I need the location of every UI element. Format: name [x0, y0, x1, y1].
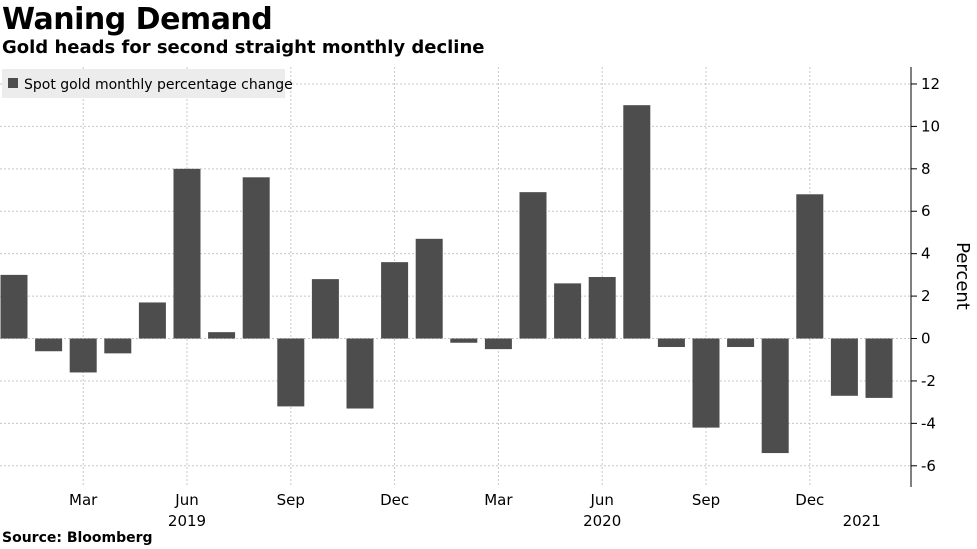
source-note: Source: Bloomberg: [2, 530, 153, 546]
bar-aug-2020: [657, 338, 685, 347]
bar-sep-2020: [692, 338, 720, 428]
bar-feb-2019: [35, 338, 63, 352]
y-tick-label: 8: [921, 160, 931, 178]
y-tick-label: -6: [921, 457, 936, 475]
x-year-label: 2019: [168, 512, 206, 530]
bar-jan-2021: [830, 338, 858, 396]
bar-jul-2019: [208, 332, 236, 339]
x-tick-label: Dec: [380, 491, 409, 509]
bar-sep-2019: [277, 338, 305, 407]
x-year-label: 2020: [583, 512, 621, 530]
y-tick-label: 6: [921, 202, 931, 220]
legend-swatch: [8, 78, 18, 88]
bar-oct-2019: [311, 279, 339, 339]
bar-jan-2020: [415, 238, 443, 339]
legend-background: [2, 69, 285, 98]
x-axis: Mar Jun Sep Dec Mar Jun Sep Dec 2019 2020 2021: [69, 491, 881, 530]
x-tick-label: Jun: [589, 491, 613, 509]
bar-feb-2021: [865, 338, 893, 398]
x-tick-label: Sep: [692, 491, 720, 509]
x-tick-label: Jun: [174, 491, 198, 509]
bar-jan-2019: [0, 274, 28, 339]
bar-nov-2019: [346, 338, 374, 409]
bar-apr-2019: [104, 338, 132, 354]
legend-label: Spot gold monthly percentage change: [24, 77, 293, 93]
bar-may-2019: [138, 302, 166, 339]
bar-aug-2019: [242, 177, 270, 339]
y-tick-label: 0: [921, 330, 931, 348]
bar-dec-2020: [796, 194, 824, 339]
bar-mar-2019: [69, 338, 97, 373]
y-axis: -6 -4 -2 0 2 4 6 8 10 12: [910, 67, 940, 487]
x-tick-label: Mar: [69, 491, 98, 509]
bar-dec-2019: [381, 262, 409, 339]
bar-nov-2020: [761, 338, 789, 454]
bar-oct-2020: [727, 338, 755, 347]
y-axis-label: Percent: [952, 242, 973, 310]
x-tick-label: Sep: [277, 491, 305, 509]
bar-apr-2020: [519, 192, 547, 339]
bar-mar-2020: [484, 338, 512, 350]
bar-feb-2020: [450, 338, 478, 343]
x-year-label: 2021: [843, 512, 881, 530]
legend: Spot gold monthly percentage change: [2, 69, 293, 98]
y-tick-label: 4: [921, 245, 931, 263]
chart-subtitle: Gold heads for second straight monthly d…: [2, 37, 485, 58]
bars: [0, 105, 893, 454]
y-tick-label: -4: [921, 414, 936, 432]
bar-jun-2019: [173, 168, 201, 339]
chart-title: Waning Demand: [2, 2, 273, 37]
bar-jul-2020: [623, 105, 651, 339]
x-tick-label: Mar: [484, 491, 513, 509]
y-tick-label: -2: [921, 372, 936, 390]
y-tick-label: 10: [921, 117, 940, 135]
y-tick-label: 12: [921, 75, 940, 93]
bar-jun-2020: [588, 277, 616, 339]
bar-may-2020: [554, 283, 582, 339]
x-tick-label: Dec: [795, 491, 824, 509]
y-tick-label: 2: [921, 287, 931, 305]
